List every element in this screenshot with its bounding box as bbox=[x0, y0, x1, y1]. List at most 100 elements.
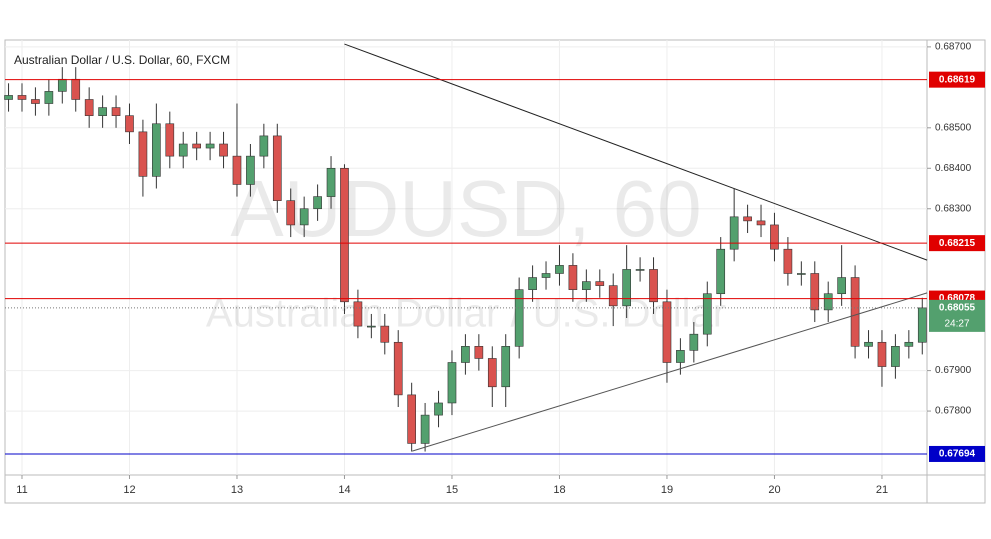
candle-body bbox=[676, 350, 685, 363]
level-label: 0.68078 bbox=[939, 293, 976, 304]
candle-body bbox=[205, 143, 215, 149]
trendline bbox=[412, 292, 928, 452]
candle-body bbox=[353, 301, 363, 327]
x-tick-label: 18 bbox=[553, 484, 565, 496]
candle-body bbox=[125, 115, 134, 133]
candle-body bbox=[367, 325, 376, 328]
y-tick-label: 0.67900 bbox=[935, 365, 972, 376]
candle-body bbox=[904, 341, 914, 347]
candle-body bbox=[891, 346, 900, 367]
candle-body bbox=[420, 414, 430, 444]
level-label: 0.67694 bbox=[939, 449, 976, 460]
candle-body bbox=[487, 358, 497, 388]
candle-body bbox=[246, 155, 255, 185]
candle-body bbox=[111, 107, 121, 116]
candle-body bbox=[152, 123, 161, 177]
candle-body bbox=[514, 289, 524, 347]
candle-body bbox=[850, 277, 860, 347]
candle-body bbox=[729, 216, 739, 250]
candle-body bbox=[528, 277, 537, 290]
candle-body bbox=[286, 200, 296, 226]
candle-body bbox=[917, 307, 927, 343]
candle-body bbox=[810, 273, 820, 311]
candle-body bbox=[689, 333, 699, 351]
candle-body bbox=[541, 273, 551, 278]
level-label-box bbox=[929, 445, 985, 462]
chart-title: Australian Dollar / U.S. Dollar, 60, FXC… bbox=[14, 53, 230, 67]
watermark: AUDUSD, 60 bbox=[230, 164, 701, 253]
x-tick-label: 20 bbox=[768, 484, 780, 496]
candle-body bbox=[783, 248, 793, 274]
candle-body bbox=[823, 293, 833, 311]
candle-body bbox=[582, 281, 591, 290]
marks bbox=[4, 43, 928, 455]
x-tick-label: 13 bbox=[231, 484, 243, 496]
y-tick-label: 0.68700 bbox=[935, 42, 972, 53]
candle-body bbox=[313, 196, 322, 210]
candle-body bbox=[635, 269, 645, 271]
candle-body bbox=[192, 143, 201, 149]
candle-body bbox=[219, 143, 228, 157]
level-label-box bbox=[929, 235, 985, 252]
candle-body bbox=[595, 281, 605, 286]
level-label: 0.68619 bbox=[939, 74, 976, 85]
level-label-box bbox=[929, 71, 985, 88]
candle-body bbox=[649, 269, 658, 303]
level-label: 0.68215 bbox=[939, 238, 976, 249]
y-tick-label: 0.68300 bbox=[935, 203, 972, 214]
candle-body bbox=[71, 78, 81, 100]
candle-body bbox=[501, 346, 511, 388]
candle-body bbox=[555, 265, 564, 274]
candle-body bbox=[4, 95, 13, 100]
candle-body bbox=[393, 341, 403, 396]
candle-body bbox=[272, 135, 282, 201]
candle-body bbox=[299, 208, 309, 226]
candle-body bbox=[380, 325, 390, 343]
frame bbox=[4, 39, 986, 504]
candle-body bbox=[259, 135, 269, 157]
y-tick-label: 0.67800 bbox=[935, 406, 972, 417]
candle-body bbox=[461, 346, 470, 363]
x-tick-label: 12 bbox=[123, 484, 135, 496]
x-tick-label: 15 bbox=[446, 484, 458, 496]
candle-body bbox=[743, 216, 752, 222]
candle-body bbox=[232, 155, 242, 185]
candle-body bbox=[178, 143, 188, 157]
candle-body bbox=[877, 341, 887, 367]
candle-body bbox=[340, 167, 349, 303]
y-tick-label: 0.68400 bbox=[935, 163, 972, 174]
candle-body bbox=[662, 301, 672, 363]
candle-body bbox=[17, 95, 27, 100]
x-tick-label: 11 bbox=[16, 484, 27, 496]
x-tick-label: 19 bbox=[661, 484, 673, 496]
candle-body bbox=[837, 277, 846, 295]
candle-body bbox=[434, 402, 443, 416]
candle-body bbox=[447, 362, 457, 404]
x-tick-label: 21 bbox=[876, 484, 888, 496]
candle-body bbox=[326, 167, 336, 197]
current-price-box bbox=[929, 299, 985, 332]
candle-body bbox=[31, 99, 40, 104]
candle-body bbox=[702, 293, 712, 335]
candle-body bbox=[608, 285, 618, 307]
candle-body bbox=[138, 131, 148, 177]
candle-body bbox=[770, 224, 779, 250]
candle-body bbox=[44, 91, 54, 104]
candle-body bbox=[864, 341, 873, 347]
candle-body bbox=[756, 220, 766, 226]
candle-body bbox=[165, 123, 175, 157]
candle-body bbox=[407, 394, 416, 444]
candle-body bbox=[622, 269, 631, 307]
candle-body bbox=[57, 78, 67, 92]
countdown: 24:27 bbox=[944, 319, 969, 330]
x-tick-label: 14 bbox=[338, 484, 350, 496]
current-price-label: 0.68055 bbox=[939, 303, 976, 314]
candle-body bbox=[568, 265, 578, 290]
candle-body bbox=[716, 248, 726, 295]
candle-body bbox=[474, 346, 484, 359]
y-tick-label: 0.68500 bbox=[935, 122, 972, 133]
candle-body bbox=[797, 273, 806, 275]
candle-body bbox=[84, 99, 94, 116]
candle-body bbox=[98, 107, 107, 116]
